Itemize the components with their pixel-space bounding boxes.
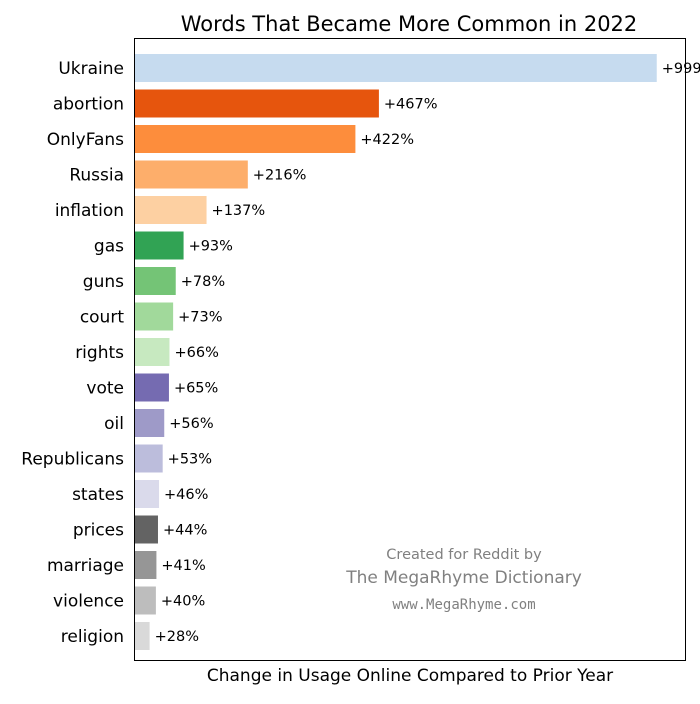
value-label-onlyfans: +422%: [360, 132, 414, 148]
annotation-line-2: The MegaRhyme Dictionary: [345, 568, 582, 588]
value-label-oil: +56%: [169, 416, 213, 432]
bar-rights: [135, 338, 170, 366]
category-label-republicans: Republicans: [21, 450, 124, 470]
bar-guns: [135, 267, 176, 295]
category-label-guns: guns: [83, 272, 124, 292]
bar-states: [135, 480, 160, 508]
chart-title: Words That Became More Common in 2022: [181, 12, 638, 36]
category-label-violence: violence: [53, 592, 124, 612]
value-label-gas: +93%: [189, 239, 233, 255]
category-labels-layer: Ukraine abortion OnlyFans Russia inflation ga…: [21, 59, 124, 647]
value-label-rights: +66%: [174, 345, 218, 361]
value-label-guns: +78%: [181, 274, 225, 290]
bar-violence: [135, 586, 156, 615]
value-label-court: +73%: [178, 310, 222, 326]
bar-russia: [135, 160, 248, 189]
bar-oil: [135, 409, 165, 437]
category-label-court: court: [80, 308, 125, 328]
bar-religion: [135, 622, 150, 650]
value-label-inflation: +137%: [212, 203, 266, 219]
value-label-religion: +28%: [155, 629, 199, 645]
category-label-russia: Russia: [69, 166, 124, 186]
bars-layer: [135, 54, 657, 650]
bar-onlyfans: [135, 125, 356, 153]
bar-marriage: [135, 551, 157, 579]
value-label-vote: +65%: [174, 381, 218, 397]
value-label-abortion: +467%: [384, 97, 438, 113]
category-label-states: states: [72, 485, 124, 505]
category-label-onlyfans: OnlyFans: [47, 130, 124, 150]
value-label-prices: +44%: [163, 523, 207, 539]
bar-ukraine: [135, 54, 657, 82]
category-label-ukraine: Ukraine: [58, 59, 124, 79]
category-label-inflation: inflation: [55, 201, 124, 221]
annotation-line-1: Created for Reddit by: [386, 547, 542, 563]
category-label-religion: religion: [61, 627, 124, 647]
value-label-republicans: +53%: [168, 452, 212, 468]
bar-republicans: [135, 444, 163, 473]
x-axis-label: Change in Usage Online Compared to Prior…: [207, 666, 613, 686]
category-label-gas: gas: [94, 237, 124, 257]
value-label-violence: +40%: [161, 594, 205, 610]
annotation-line-3: www.MegaRhyme.com: [392, 597, 535, 613]
bar-prices: [135, 515, 158, 544]
category-label-rights: rights: [75, 343, 124, 363]
value-label-russia: +216%: [253, 168, 307, 184]
bar-court: [135, 302, 174, 331]
plot-frame: [134, 38, 686, 661]
bar-abortion: [135, 89, 379, 118]
value-label-ukraine: +999%: [662, 61, 700, 77]
category-label-oil: oil: [104, 414, 124, 434]
bar-inflation: [135, 196, 207, 224]
category-label-vote: vote: [86, 379, 124, 399]
value-labels-layer: +999% +467% +422% +216% +137% +93% +78% +73% +66…: [155, 61, 700, 645]
value-label-marriage: +41%: [161, 558, 205, 574]
bar-vote: [135, 373, 169, 402]
category-label-prices: prices: [73, 521, 124, 541]
category-label-marriage: marriage: [47, 556, 124, 576]
category-label-abortion: abortion: [53, 95, 124, 115]
bar-gas: [135, 231, 184, 260]
value-label-states: +46%: [164, 487, 208, 503]
